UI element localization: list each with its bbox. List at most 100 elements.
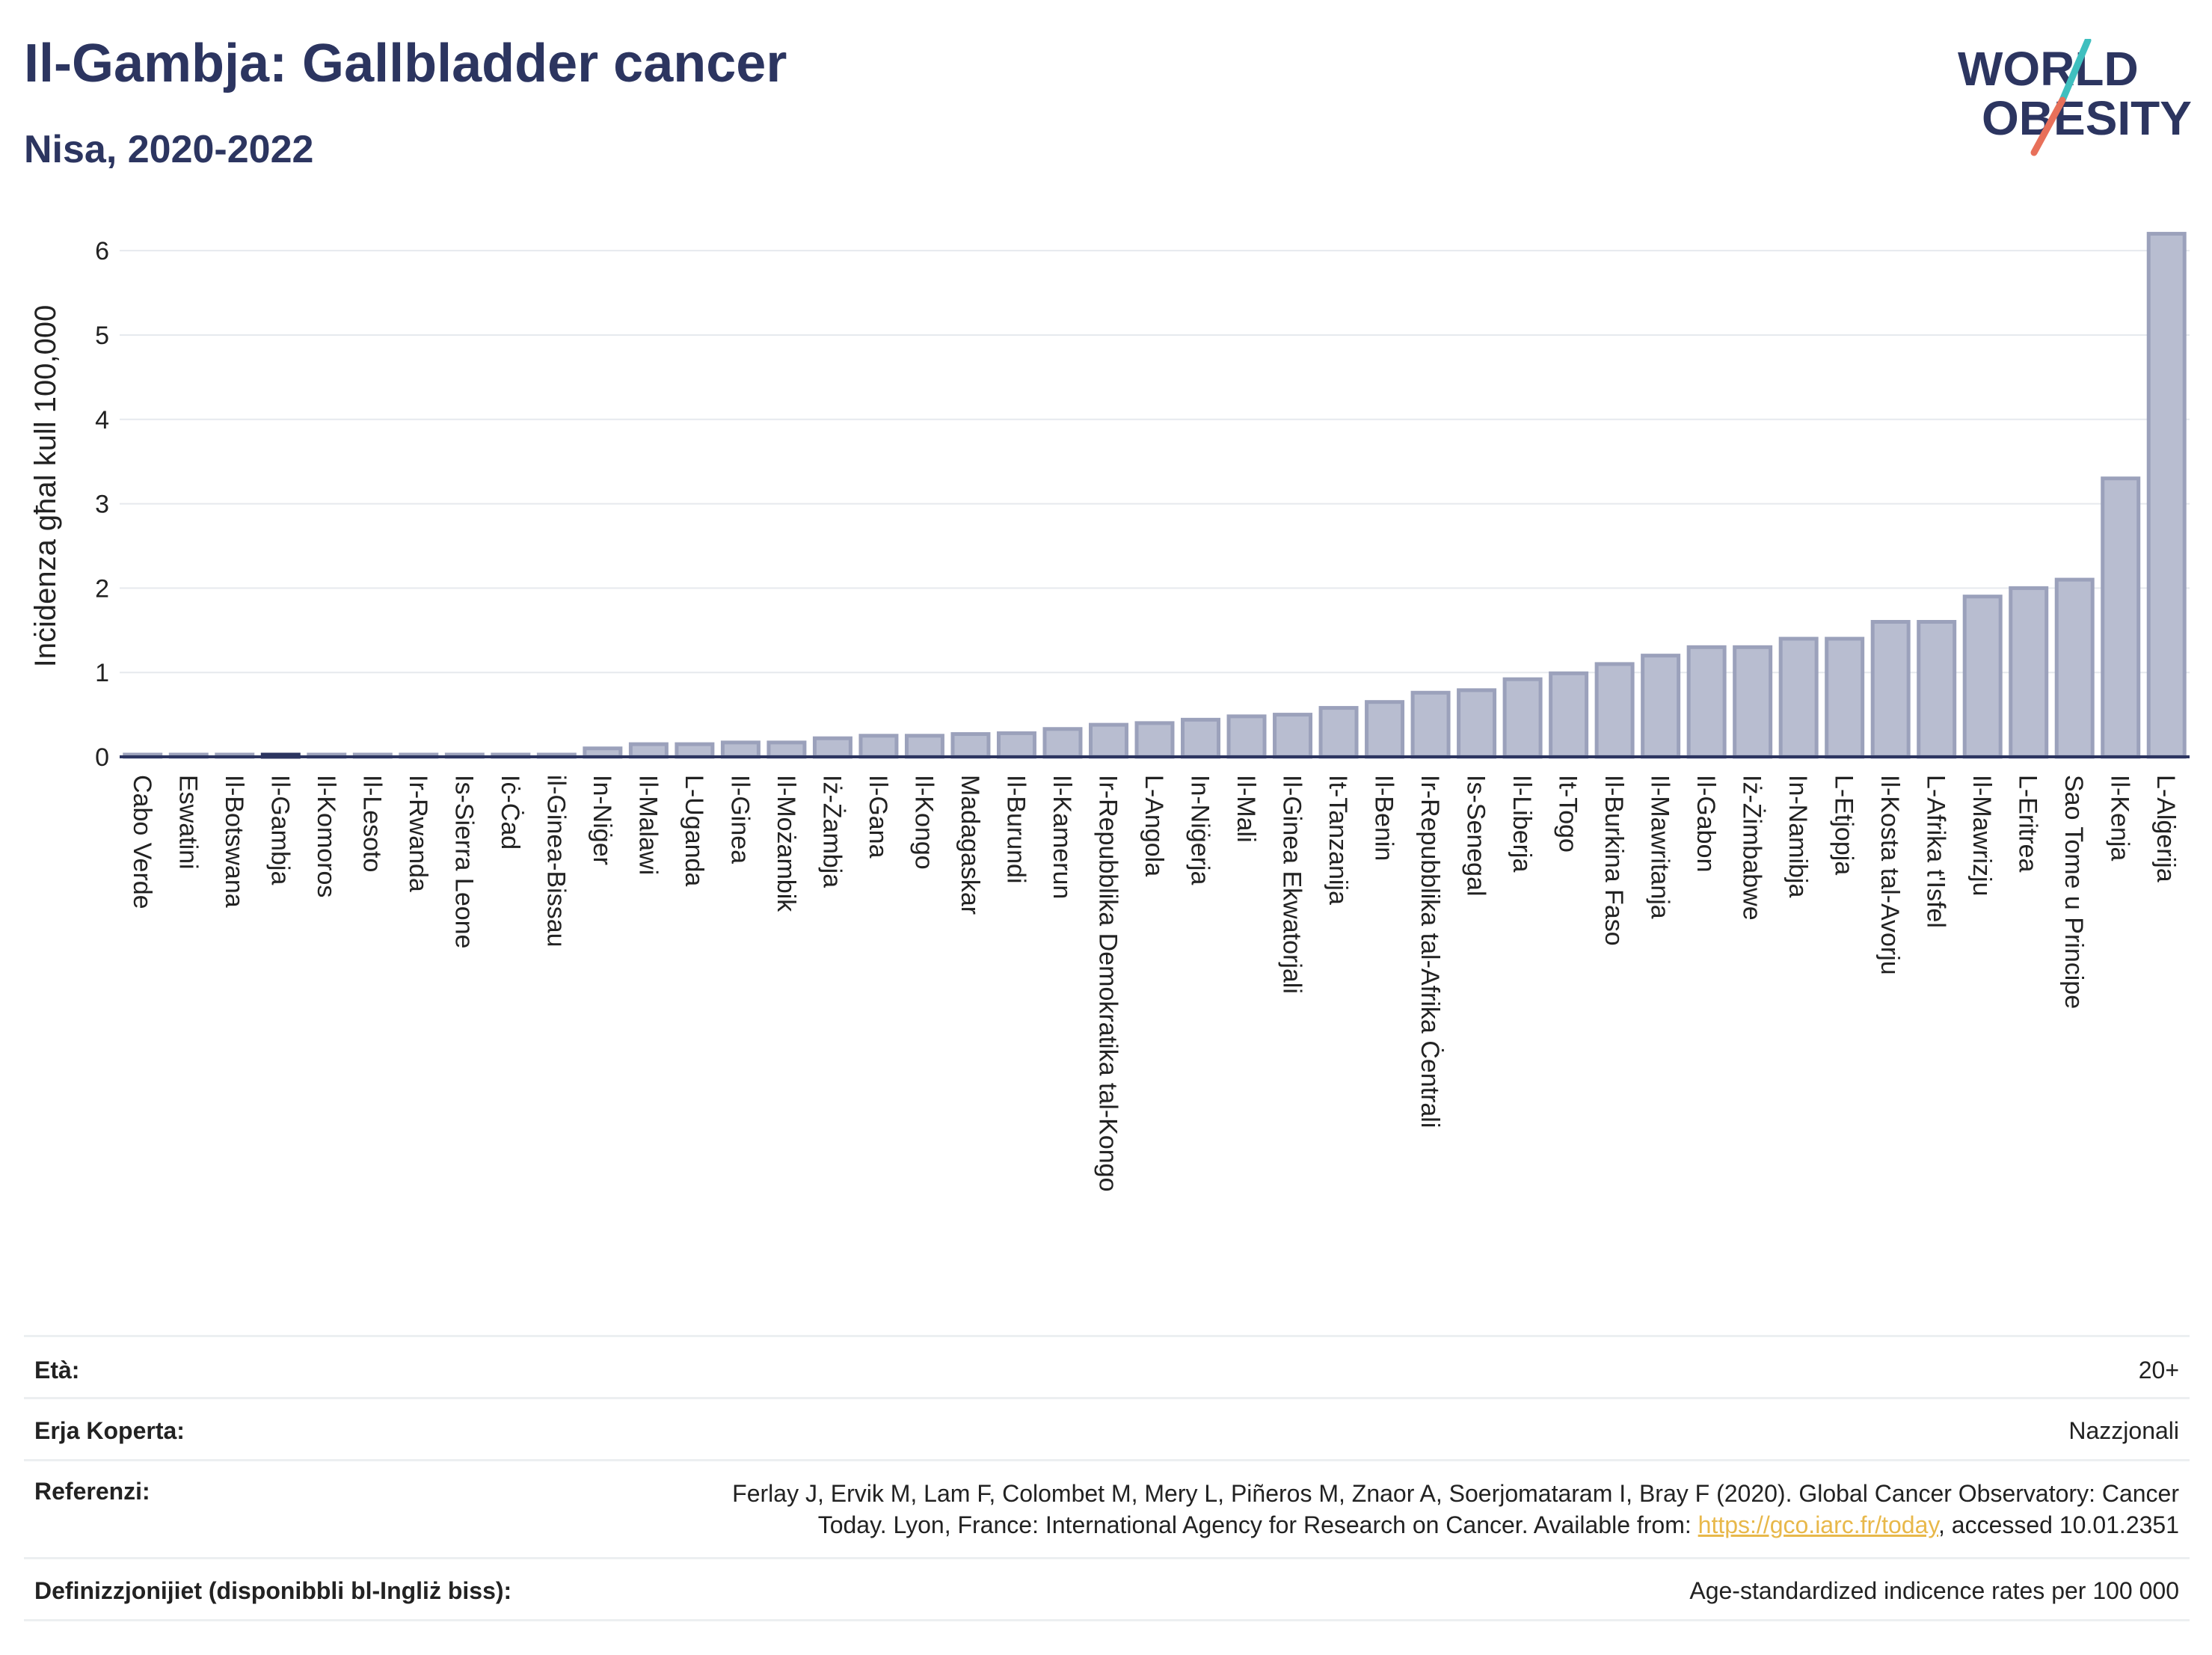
x-tick-label: Is-Senegal xyxy=(1462,775,1490,897)
bar xyxy=(2009,586,2049,759)
bar xyxy=(2146,232,2187,759)
x-tick-label: L-Etjopja xyxy=(1830,775,1858,875)
bar xyxy=(1457,688,1497,759)
x-tick-label: Sao Tome u Principe xyxy=(2059,775,2088,1009)
bar xyxy=(812,736,852,759)
bar xyxy=(2101,476,2141,759)
y-tick-label: 4 xyxy=(95,406,109,435)
bar xyxy=(1825,636,1865,759)
age-label: Età: xyxy=(34,1357,80,1384)
y-tick-label: 3 xyxy=(95,491,109,519)
world-obesity-logo: WORLD OBESITY xyxy=(1958,39,2191,156)
bar-chart: 0 1 2 3 4 5 6 Cabo Verde Eswatini Il-Botswana Il-… xyxy=(29,232,2190,1191)
x-tick-label: Il-Mawrizju xyxy=(1967,775,1996,896)
x-tick-label: Eswatini xyxy=(173,775,202,870)
x-tick-label: Iż-Żimbabwe xyxy=(1738,775,1766,921)
x-tick-label: Il-Ginea Ekwatorjali xyxy=(1278,775,1306,994)
bar xyxy=(1410,690,1451,759)
x-tick-label: L-Eritrea xyxy=(2014,775,2042,872)
x-tick-label: Il-Gambja xyxy=(265,775,294,885)
bar xyxy=(904,734,944,759)
bar xyxy=(1318,706,1359,759)
x-tick-label: Il-Możambik xyxy=(772,775,800,912)
bar xyxy=(1181,717,1221,759)
references-line1: Ferlay J, Ervik M, Lam F, Colombet M, Me… xyxy=(732,1480,2179,1507)
axis-layer: 0 1 2 3 4 5 6 xyxy=(95,237,2190,772)
x-tick-label: It-Togo xyxy=(1554,775,1582,853)
x-tick-label: Iż-Żambja xyxy=(817,775,846,888)
bar xyxy=(1273,713,1313,759)
x-tick-label: L-Afrika t'Isfel xyxy=(1922,775,1950,928)
x-tick-label: Il-Gabon xyxy=(1692,775,1720,872)
bar xyxy=(996,731,1036,759)
bar xyxy=(1549,671,1589,759)
definitions-value: Age-standardized indicence rates per 100… xyxy=(1689,1577,2179,1604)
references-label: Referenzi: xyxy=(34,1478,150,1505)
y-axis-label: Inċidenza għal kull 100,000 xyxy=(29,305,62,668)
bar xyxy=(1733,645,1773,759)
x-tick-label: Il-Burkina Faso xyxy=(1600,775,1628,946)
bar xyxy=(858,734,899,759)
bar xyxy=(1686,645,1727,759)
bar xyxy=(1502,677,1543,759)
x-tick-label: Il-Gana xyxy=(864,775,892,859)
bar-layer xyxy=(123,232,2187,759)
x-tick-label: il-Ginea-Bissau xyxy=(541,775,570,948)
x-tick-label: In-Namibja xyxy=(1784,775,1812,897)
x-tick-label: Madagaskar xyxy=(956,775,984,915)
x-tick-label: Il-Ginea xyxy=(725,775,754,864)
references-line2-post: , accessed 10.01.2351 xyxy=(1938,1511,2179,1538)
references-link[interactable]: https://gco.iarc.fr/today xyxy=(1698,1511,1938,1538)
info-table: Età: 20+ Erja Koperta: Nazzjonali Refere… xyxy=(24,1335,2190,1621)
x-tick-label: Il-Mali xyxy=(1232,775,1260,843)
y-tick-label: 5 xyxy=(95,322,109,350)
y-tick-label: 1 xyxy=(95,659,109,687)
bar xyxy=(950,732,991,759)
chart-title: Il-Gambja: Gallbladder cancer xyxy=(24,34,787,93)
bar xyxy=(675,742,715,759)
x-tick-label: Il-Kenja xyxy=(2106,775,2134,861)
bar xyxy=(628,742,669,759)
x-tick-label: Il-Kongo xyxy=(909,775,938,870)
x-tick-label: Ir-Repubblika tal-Afrika Ċentrali xyxy=(1416,775,1444,1128)
x-tick-label: Ir-Repubblika Demokratika tal-Kongo xyxy=(1093,775,1122,1191)
x-tick-label: L-Angola xyxy=(1140,775,1168,876)
logo-slash-coral xyxy=(2030,96,2066,156)
x-tick-label: Il-Lesoto xyxy=(357,775,386,872)
bar xyxy=(1641,654,1681,759)
bar xyxy=(1042,727,1083,759)
bar xyxy=(1088,722,1128,759)
bar xyxy=(720,740,761,759)
x-tick-label: In-Niġer xyxy=(588,775,616,865)
x-tick-label: Cabo Verde xyxy=(128,775,156,909)
bar xyxy=(1365,700,1405,759)
x-tick-label: It-Tanzanija xyxy=(1324,775,1352,905)
y-tick-label: 2 xyxy=(95,574,109,603)
bar xyxy=(1226,714,1267,759)
info-row-definitions: Definizzjonijiet (disponibbli bl-Ingliż … xyxy=(24,1557,2190,1621)
x-label-layer: Cabo Verde Eswatini Il-Botswana Il-Gambja Il… xyxy=(128,775,2180,1191)
x-tick-label: Il-Kamerun xyxy=(1048,775,1076,899)
info-row-area: Erja Koperta: Nazzjonali xyxy=(24,1397,2190,1459)
logo-line1: WORLD xyxy=(1958,42,2139,96)
x-tick-label: Il-Kosta tal-Avorju xyxy=(1875,775,1904,975)
x-tick-label: L-Uganda xyxy=(680,775,708,886)
logo-line2: OBESITY xyxy=(1982,91,2191,145)
x-tick-label: Is-Sierra Leone xyxy=(449,775,478,948)
age-value: 20+ xyxy=(2138,1357,2179,1384)
references-value: Ferlay J, Ervik M, Lam F, Colombet M, Me… xyxy=(732,1478,2179,1541)
logo-slash-teal xyxy=(2059,39,2092,104)
bar xyxy=(1870,620,1911,759)
x-tick-label: Il-Mawritanja xyxy=(1646,775,1674,919)
x-tick-label: Iċ-Ċad xyxy=(496,775,524,850)
x-tick-label: Il-Burundi xyxy=(1001,775,1030,884)
bar xyxy=(1962,595,2003,759)
area-label: Erja Koperta: xyxy=(34,1417,185,1444)
x-tick-label: Ir-Rwanda xyxy=(404,775,432,892)
x-tick-label: Il-Botswana xyxy=(220,775,248,908)
x-tick-label: Il-Benin xyxy=(1370,775,1398,861)
bar xyxy=(1917,620,1957,759)
area-value: Nazzjonali xyxy=(2068,1417,2179,1444)
chart-subtitle: Nisa, 2020-2022 xyxy=(24,128,314,171)
bar xyxy=(1594,662,1635,759)
